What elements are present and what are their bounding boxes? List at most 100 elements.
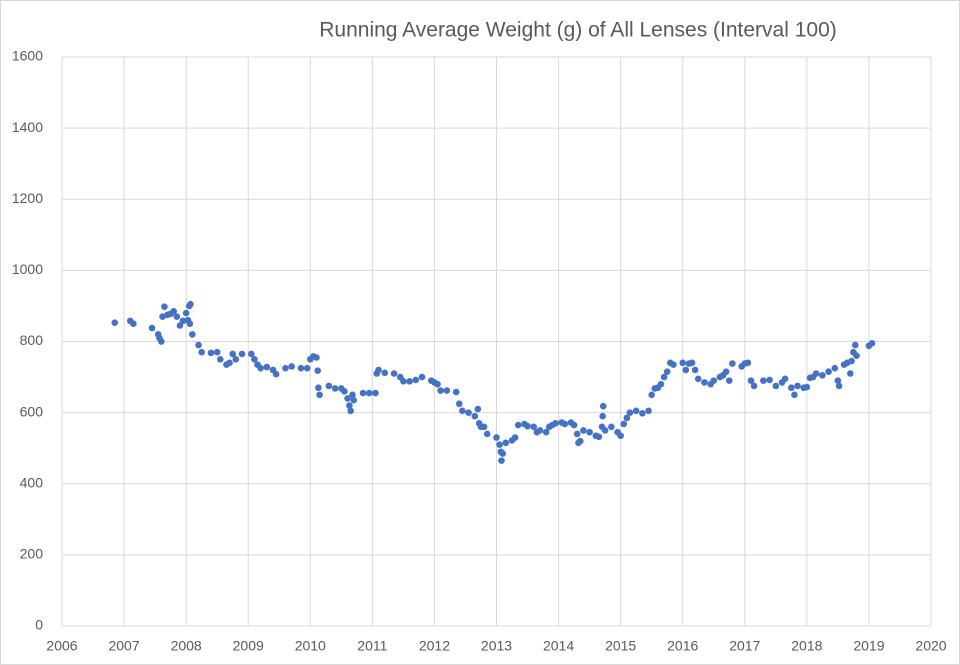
data-point — [303, 364, 311, 372]
data-point — [297, 364, 305, 372]
data-point — [694, 375, 702, 383]
data-point — [536, 427, 544, 434]
data-point — [226, 359, 233, 367]
data-point — [794, 382, 801, 390]
x-tick-label: 2012 — [419, 638, 450, 654]
data-point — [499, 450, 507, 457]
data-point — [315, 384, 322, 392]
x-tick-label: 2016 — [667, 638, 698, 654]
data-point — [766, 376, 773, 384]
data-point — [851, 341, 859, 349]
data-point — [648, 391, 655, 399]
data-point — [381, 369, 389, 377]
data-point — [580, 427, 587, 434]
data-point — [626, 409, 634, 416]
data-point — [502, 439, 510, 447]
data-point — [576, 437, 584, 445]
data-point — [186, 320, 194, 328]
x-tick-label: 2015 — [605, 638, 636, 654]
y-tick-label: 1200 — [12, 190, 43, 206]
data-point — [725, 377, 733, 384]
data-point — [176, 322, 184, 329]
data-point — [314, 367, 322, 374]
data-point — [747, 377, 755, 384]
x-tick-label: 2018 — [791, 638, 822, 654]
data-point — [130, 320, 137, 328]
data-point — [617, 432, 624, 440]
x-tick-label: 2007 — [108, 638, 139, 654]
data-point — [599, 412, 606, 420]
y-tick-label: 0 — [35, 617, 43, 633]
x-tick-label: 2019 — [853, 638, 884, 654]
data-point — [341, 387, 348, 395]
data-point — [375, 366, 382, 374]
data-point — [195, 341, 202, 349]
y-tick-label: 1000 — [12, 261, 43, 277]
data-point — [670, 361, 677, 368]
data-point — [316, 391, 323, 399]
x-tick-label: 2013 — [481, 638, 512, 654]
data-point — [586, 428, 593, 436]
data-point — [701, 379, 708, 386]
x-tick-label: 2017 — [729, 638, 760, 654]
data-point — [248, 350, 255, 358]
data-point — [412, 376, 420, 384]
data-point — [542, 428, 550, 436]
data-point — [573, 430, 581, 438]
data-point — [781, 375, 789, 383]
data-point — [599, 402, 607, 410]
data-point — [483, 430, 491, 438]
data-point — [679, 359, 687, 367]
data-point — [229, 350, 236, 358]
data-point — [496, 441, 503, 448]
y-tick-label: 1400 — [12, 119, 43, 135]
data-point — [760, 377, 767, 384]
data-point — [791, 391, 798, 399]
x-tick-label: 2010 — [295, 638, 326, 654]
data-point — [437, 387, 444, 394]
data-point — [620, 420, 628, 428]
data-point — [530, 423, 538, 431]
data-point — [601, 427, 609, 434]
data-point — [744, 359, 752, 367]
data-point — [511, 434, 519, 441]
data-point — [207, 349, 215, 357]
data-point — [347, 407, 354, 415]
data-point — [158, 338, 165, 345]
data-point — [480, 423, 488, 431]
y-tick-label: 400 — [20, 474, 44, 490]
data-point — [848, 357, 855, 365]
data-point — [660, 373, 668, 381]
x-tick-label: 2009 — [233, 638, 264, 654]
data-point — [552, 419, 559, 427]
data-point — [514, 421, 522, 429]
data-point — [524, 422, 531, 430]
data-point — [213, 348, 221, 356]
data-point — [819, 371, 826, 379]
data-point — [216, 355, 224, 363]
x-tick-label: 2006 — [46, 638, 77, 654]
data-point — [498, 457, 505, 464]
data-point — [282, 364, 289, 372]
data-point — [390, 370, 398, 377]
data-point — [729, 360, 736, 367]
data-point — [406, 378, 413, 385]
data-point — [272, 370, 280, 378]
data-point — [189, 331, 196, 338]
data-point — [459, 407, 466, 415]
data-point — [868, 339, 876, 347]
data-point — [331, 385, 339, 392]
data-point — [372, 389, 379, 397]
data-point — [148, 324, 156, 332]
data-point — [359, 389, 367, 397]
x-tick-label: 2008 — [171, 638, 202, 654]
data-point — [682, 366, 690, 374]
y-tick-label: 1600 — [12, 48, 43, 64]
data-point — [452, 388, 460, 396]
data-point — [232, 355, 240, 363]
y-tick-label: 800 — [20, 332, 44, 348]
data-point — [493, 434, 500, 441]
data-point — [173, 313, 181, 320]
data-point — [455, 400, 463, 408]
data-point — [418, 373, 426, 381]
